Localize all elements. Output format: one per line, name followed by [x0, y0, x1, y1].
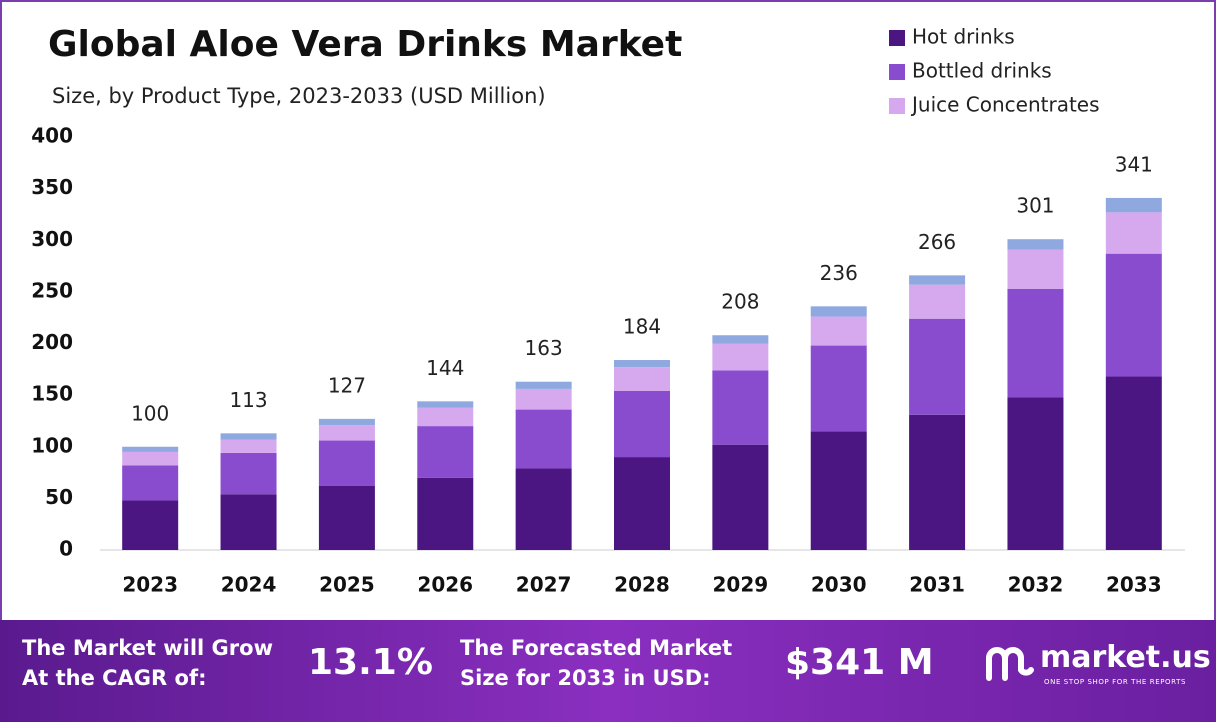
legend-swatch	[889, 98, 905, 114]
bar-segment	[909, 414, 966, 550]
y-tick-label: 250	[31, 278, 73, 302]
chart: Global Aloe Vera Drinks Market Size, by …	[0, 0, 1216, 620]
text-line: The Forecasted Market	[460, 636, 733, 660]
bar-segment	[417, 401, 474, 408]
legend-label: Bottled drinks	[912, 59, 1052, 83]
cagr-text: The Market will Grow At the CAGR of:	[22, 633, 273, 693]
y-tick-label: 350	[31, 175, 73, 199]
bar-segment	[1105, 197, 1162, 213]
bar-segment	[417, 477, 474, 550]
bar-segment	[122, 465, 179, 501]
brand: market.us	[1040, 640, 1211, 675]
total-label: 144	[426, 356, 464, 380]
bar-segment	[318, 485, 375, 550]
text-line: At the CAGR of:	[22, 666, 207, 690]
bar-segment	[318, 418, 375, 426]
logo-icon	[986, 647, 1034, 681]
total-label: 341	[1115, 152, 1153, 176]
x-tick-label: 2027	[516, 573, 572, 597]
total-label: 208	[721, 290, 759, 314]
bar-segment	[1105, 212, 1162, 254]
bar-segment	[614, 360, 670, 368]
chart-subtitle: Size, by Product Type, 2023-2033 (USD Mi…	[52, 84, 546, 108]
bar-segment	[220, 433, 277, 440]
x-tick-label: 2025	[319, 573, 375, 597]
total-label: 127	[328, 373, 366, 397]
bar-segment	[810, 345, 867, 432]
text-line: Size for 2033 in USD:	[460, 666, 711, 690]
total-label: 163	[525, 336, 563, 360]
bar-segment	[1007, 239, 1064, 250]
total-label: 113	[229, 388, 267, 412]
y-tick-label: 50	[45, 485, 73, 509]
total-label: 301	[1016, 194, 1054, 218]
bar-segment	[515, 381, 572, 389]
x-tick-label: 2026	[417, 573, 473, 597]
bar-segment	[515, 468, 572, 550]
bar-segment	[712, 343, 769, 371]
footer: The Market will Grow At the CAGR of: 13.…	[0, 620, 1216, 722]
x-tick-label: 2030	[811, 573, 867, 597]
frame	[0, 0, 1216, 620]
bar-segment	[810, 316, 867, 346]
bar-segment	[909, 284, 966, 319]
tagline: ONE STOP SHOP FOR THE REPORTS	[1044, 678, 1187, 686]
forecast-text: The Forecasted Market Size for 2033 in U…	[460, 633, 732, 693]
x-tick-label: 2032	[1008, 573, 1064, 597]
legend-label: Hot drinks	[912, 25, 1015, 49]
bar-segment	[614, 390, 670, 458]
cagr-value: 13.1%	[308, 642, 433, 683]
bar-segment	[1105, 253, 1162, 377]
bar-segment	[220, 494, 277, 550]
forecast-value: $341 M	[785, 642, 934, 683]
y-tick-label: 200	[31, 330, 73, 354]
y-tick-label: 400	[31, 124, 73, 148]
bar-segment	[810, 431, 867, 550]
total-label: 100	[131, 401, 169, 425]
x-tick-label: 2024	[221, 573, 277, 597]
bar-segment	[1007, 397, 1064, 550]
bar-segment	[220, 439, 277, 453]
bar-segment	[712, 370, 769, 445]
x-tick-label: 2033	[1106, 573, 1162, 597]
bar-segment	[417, 407, 474, 427]
x-tick-label: 2029	[713, 573, 769, 597]
x-tick-label: 2023	[122, 573, 178, 597]
text-line: The Market will Grow	[22, 636, 273, 660]
y-tick-label: 150	[31, 382, 73, 406]
bar-segment	[122, 446, 179, 452]
bar-segment	[417, 426, 474, 478]
bar-segment	[515, 388, 572, 410]
bar-segment	[122, 500, 179, 550]
bar-segment	[614, 367, 670, 391]
bar-segment	[810, 306, 867, 317]
bar-segment	[515, 409, 572, 469]
x-tick-label: 2031	[909, 573, 965, 597]
total-label: 184	[623, 315, 661, 339]
chart-title: Global Aloe Vera Drinks Market	[48, 24, 682, 65]
bar-segment	[614, 457, 670, 550]
bar-segment	[318, 440, 375, 486]
legend-swatch	[889, 64, 905, 80]
bar-segment	[220, 452, 277, 495]
bar-segment	[1007, 288, 1064, 398]
y-tick-label: 300	[31, 227, 73, 251]
legend-label: Juice Concentrates	[910, 93, 1100, 117]
y-tick-label: 100	[31, 433, 73, 457]
bar-segment	[1007, 249, 1064, 289]
bar-segment	[1105, 376, 1162, 550]
legend-swatch	[889, 30, 905, 46]
total-label: 236	[820, 261, 858, 285]
bar-segment	[712, 444, 769, 550]
bar-segment	[122, 451, 179, 466]
bar-segment	[318, 425, 375, 441]
bar-segment	[909, 318, 966, 415]
y-tick-label: 0	[59, 537, 73, 561]
bar-segment	[909, 275, 966, 285]
x-tick-label: 2028	[614, 573, 670, 597]
total-label: 266	[918, 230, 956, 254]
bar-segment	[712, 335, 769, 344]
